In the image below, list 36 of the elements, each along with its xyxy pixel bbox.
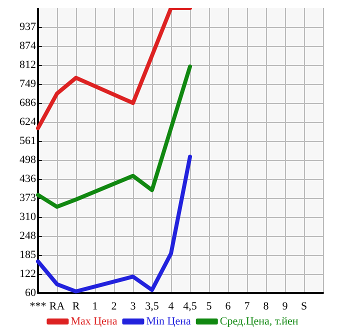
- y-tick-label: 874: [20, 40, 36, 52]
- y-tick-label: 436: [20, 172, 36, 185]
- y-tick-label: 248: [20, 230, 36, 242]
- y-tick-label: 310: [20, 211, 36, 224]
- y-tick-label: 937: [20, 20, 36, 33]
- x-tick-label: 4: [168, 300, 174, 312]
- line-series: [36, 8, 192, 130]
- y-tick-label: 185: [20, 249, 36, 262]
- x-tick-label: 3,5: [145, 300, 160, 312]
- x-tick-label: RA: [49, 300, 65, 312]
- x-tick-label: 1: [92, 300, 98, 312]
- y-tick-label: 686: [20, 97, 36, 109]
- x-tick-label: R: [72, 300, 80, 312]
- x-tick-label: 8: [263, 300, 270, 312]
- y-tick-label: 624: [20, 116, 36, 128]
- legend-label: Min Цена: [146, 316, 192, 328]
- line-series: [36, 154, 192, 294]
- y-tick-label: 812: [20, 58, 36, 71]
- x-tick-label: 9: [282, 300, 288, 312]
- x-tick-label: S: [300, 300, 308, 312]
- line-series: [36, 64, 192, 209]
- x-tick-label: 6: [225, 300, 232, 312]
- x-tick-label: 7: [244, 300, 250, 312]
- x-tick-label: 5: [206, 300, 212, 312]
- legend-label: Max Цена: [70, 316, 118, 328]
- y-tick-label: 561: [20, 134, 36, 147]
- y-tick-label: 122: [20, 268, 36, 280]
- x-tick-label: 3: [130, 300, 136, 312]
- y-tick-label: 60: [25, 287, 36, 299]
- x-tick-label: 4,5: [183, 300, 198, 312]
- y-tick-label: 749: [20, 78, 36, 90]
- y-tick-label: 498: [20, 154, 36, 166]
- x-tick-label: 2: [111, 300, 117, 312]
- legend-label: Сред.Цена, т.йен: [220, 316, 298, 328]
- y-tick-label: 373: [20, 192, 36, 204]
- x-tick-label: ***: [30, 300, 46, 312]
